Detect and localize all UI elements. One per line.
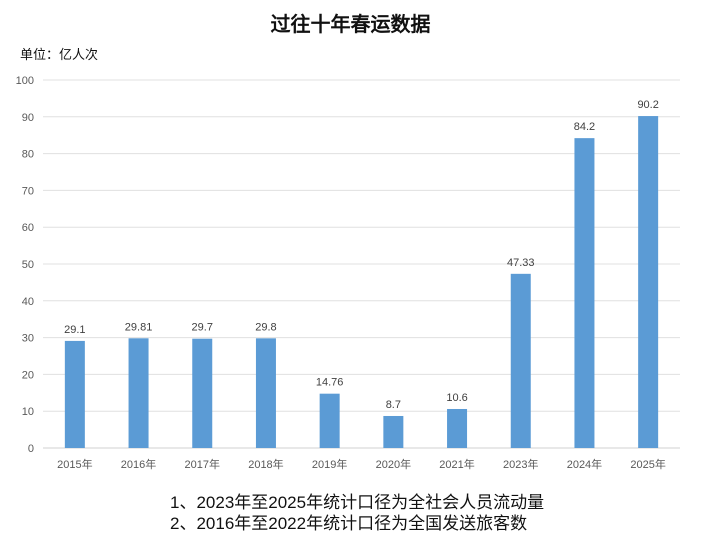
chart-title: 过往十年春运数据 — [270, 12, 431, 36]
y-tick-label: 20 — [22, 369, 34, 381]
y-tick-label: 30 — [22, 333, 34, 345]
bar — [447, 408, 468, 448]
data-label: 84.2 — [574, 121, 595, 133]
y-tick-label: 100 — [16, 75, 34, 87]
y-tick-label: 0 — [28, 443, 34, 455]
x-tick-label: 2018年 — [248, 457, 283, 471]
data-label: 29.7 — [192, 322, 213, 334]
y-tick-label: 70 — [22, 185, 34, 197]
data-label: 29.8 — [255, 321, 276, 333]
y-tick-label: 50 — [22, 259, 34, 271]
x-tick-label: 2016年 — [121, 457, 156, 471]
notes: 1、2023年至2025年统计口径为全社会人员流动量 2、2016年至2022年… — [170, 492, 544, 534]
x-tick-label: 2023年 — [503, 457, 538, 471]
x-tick-label: 2024年 — [567, 457, 602, 471]
bar — [574, 138, 595, 449]
y-tick-label: 80 — [22, 149, 34, 161]
bar — [510, 273, 531, 448]
note-2: 2、2016年至2022年统计口径为全国发送旅客数 — [170, 514, 528, 533]
bar — [192, 338, 213, 448]
x-tick-label: 2021年 — [439, 457, 474, 471]
data-label: 14.76 — [316, 377, 344, 389]
y-tick-label: 90 — [22, 112, 34, 124]
bar — [64, 340, 85, 448]
data-label: 29.1 — [64, 324, 85, 336]
x-tick-label: 2017年 — [185, 457, 220, 471]
y-tick-label: 40 — [22, 296, 34, 308]
x-tick-label: 2019年 — [312, 457, 347, 471]
bar — [638, 116, 659, 449]
data-label: 10.6 — [446, 392, 467, 404]
y-tick-label: 10 — [22, 406, 34, 418]
x-tick-label: 2025年 — [630, 457, 665, 471]
bar — [383, 415, 404, 448]
bar — [255, 338, 276, 448]
data-label: 29.81 — [125, 321, 153, 333]
x-tick-label: 2015年 — [57, 457, 92, 471]
x-tick-label: 2020年 — [376, 457, 411, 471]
bar — [319, 393, 340, 448]
data-label: 90.2 — [637, 99, 658, 111]
bar — [128, 338, 149, 448]
data-label: 8.7 — [386, 399, 401, 411]
unit-label: 单位：亿人次 — [20, 47, 99, 62]
data-label: 47.33 — [507, 257, 535, 269]
y-tick-label: 60 — [22, 222, 34, 234]
note-1: 1、2023年至2025年统计口径为全社会人员流动量 — [170, 493, 545, 512]
